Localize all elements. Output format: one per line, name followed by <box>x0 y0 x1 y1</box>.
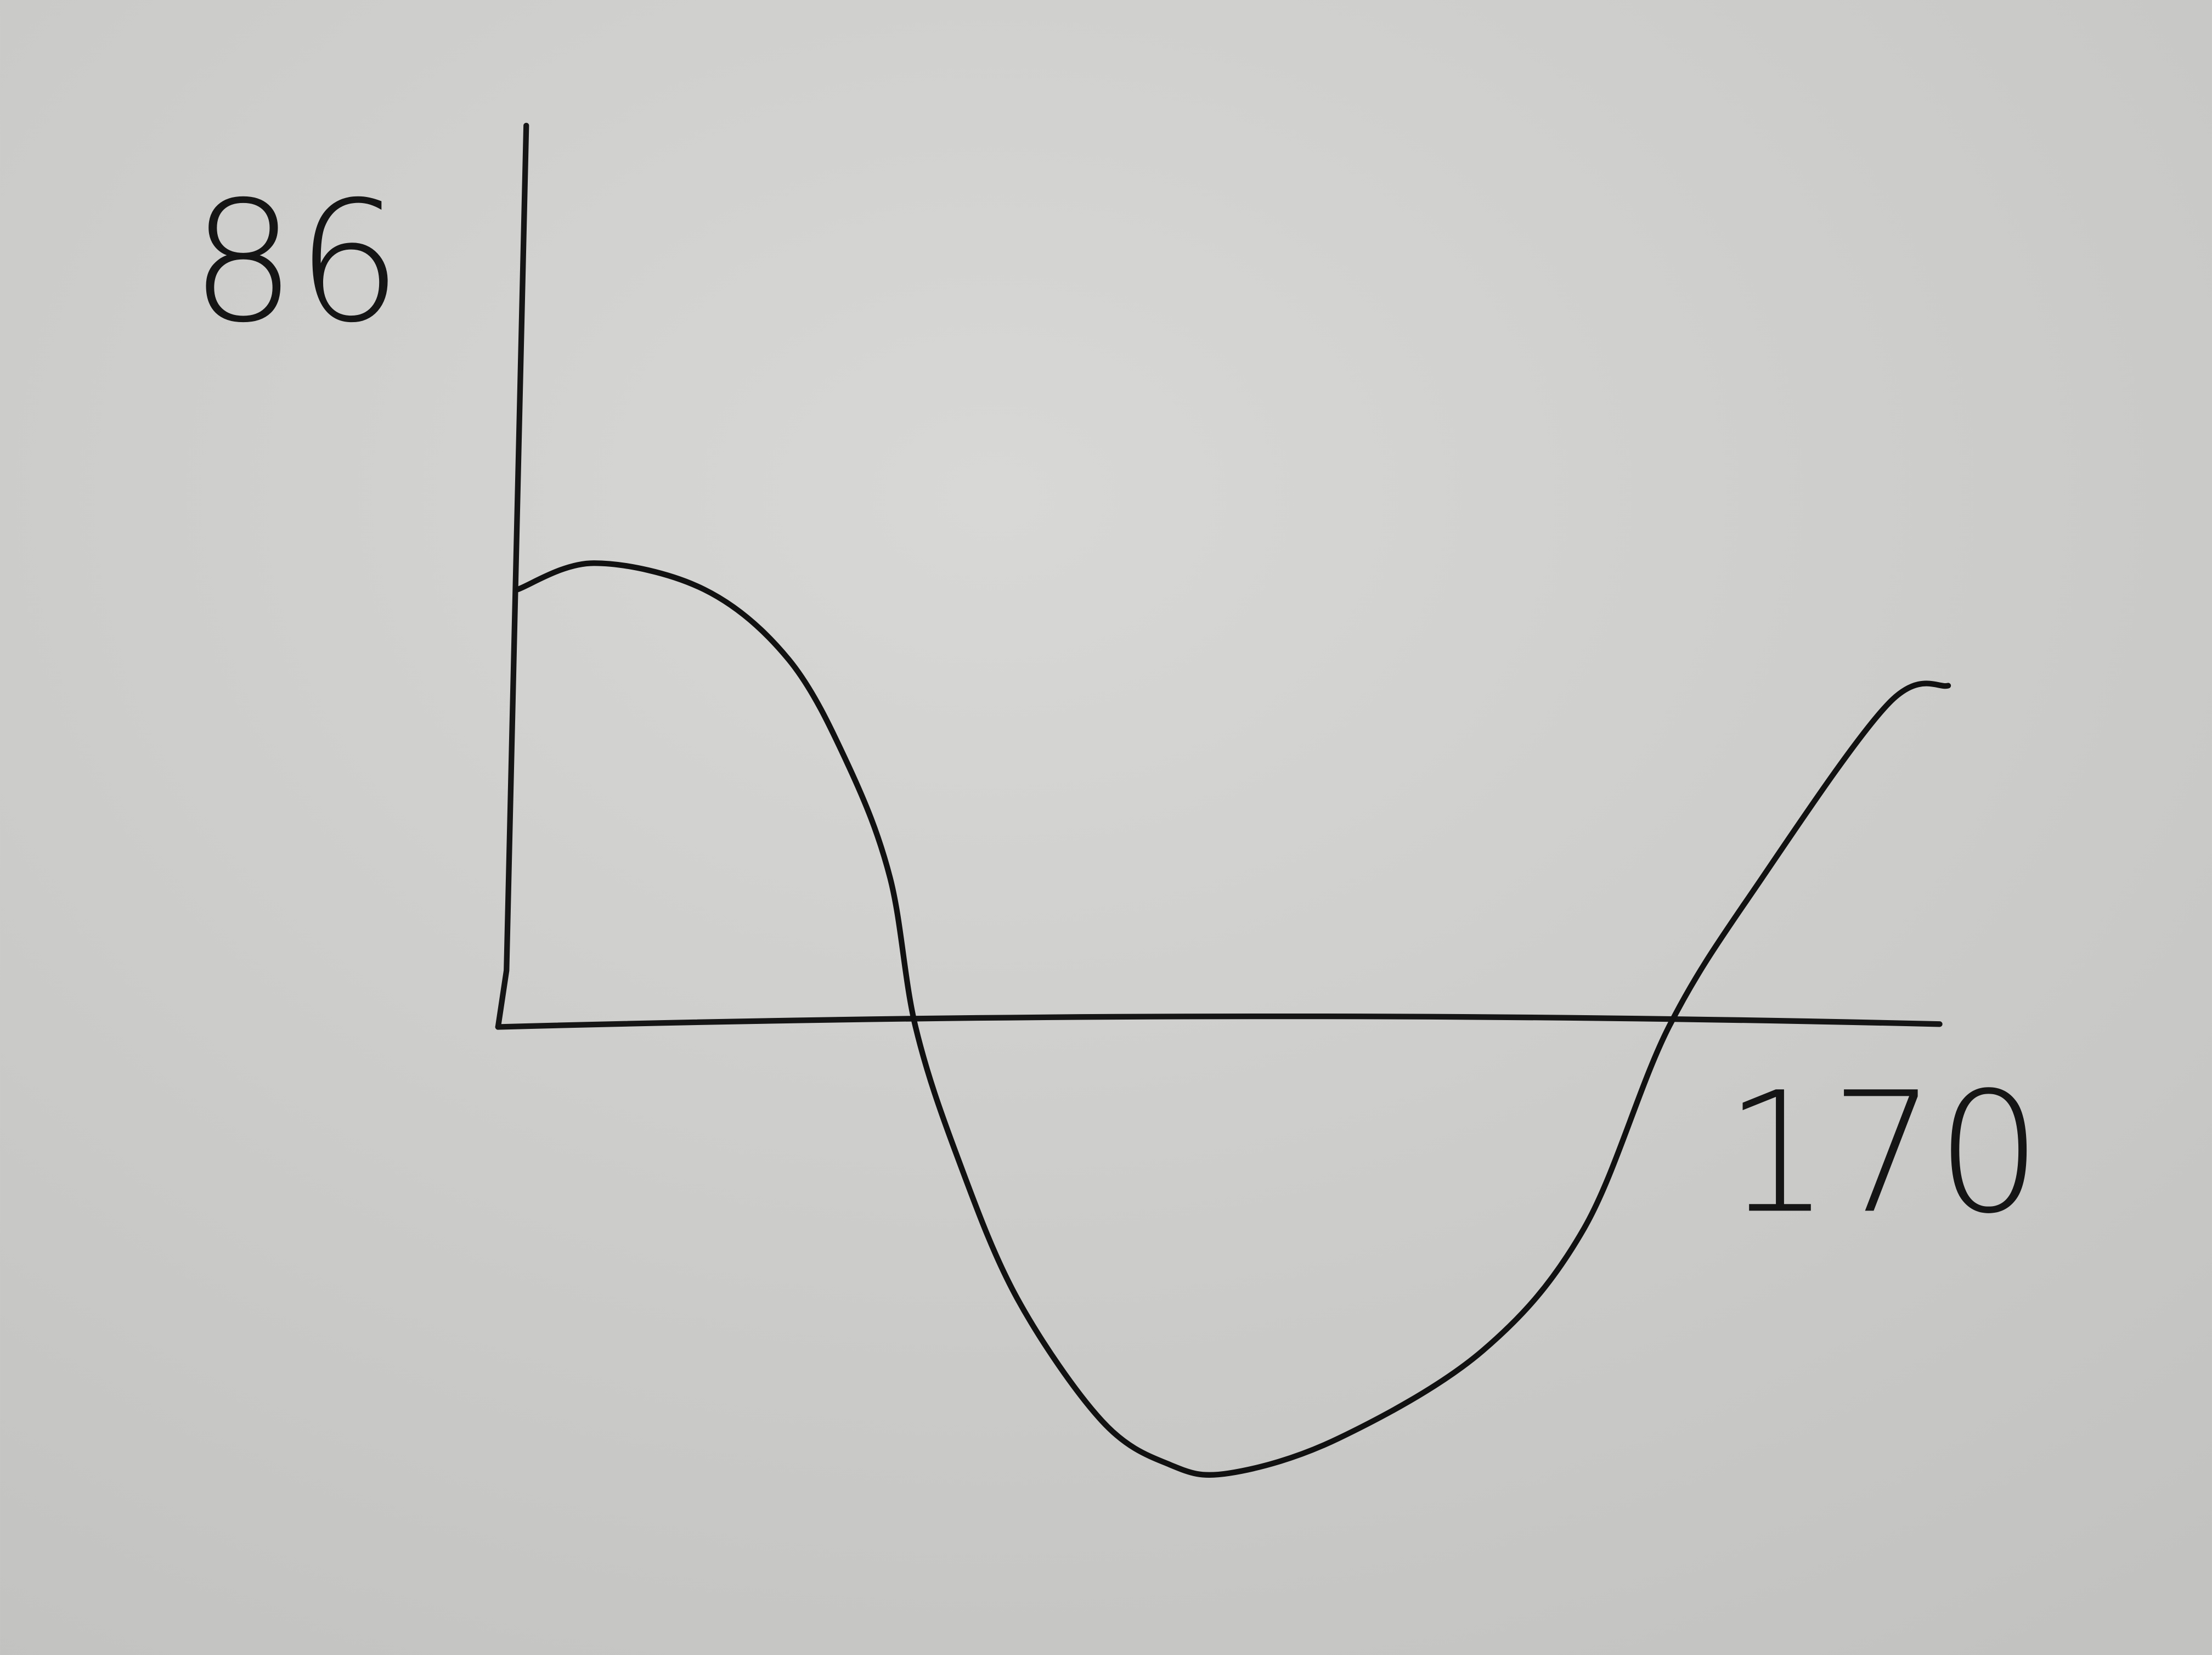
x-axis <box>495 1013 1943 1030</box>
y-tick-label: 86 <box>190 165 402 359</box>
y-axis <box>495 122 529 1030</box>
x-tick-label: 170 <box>1724 1056 2042 1250</box>
data-line <box>515 560 1951 1478</box>
